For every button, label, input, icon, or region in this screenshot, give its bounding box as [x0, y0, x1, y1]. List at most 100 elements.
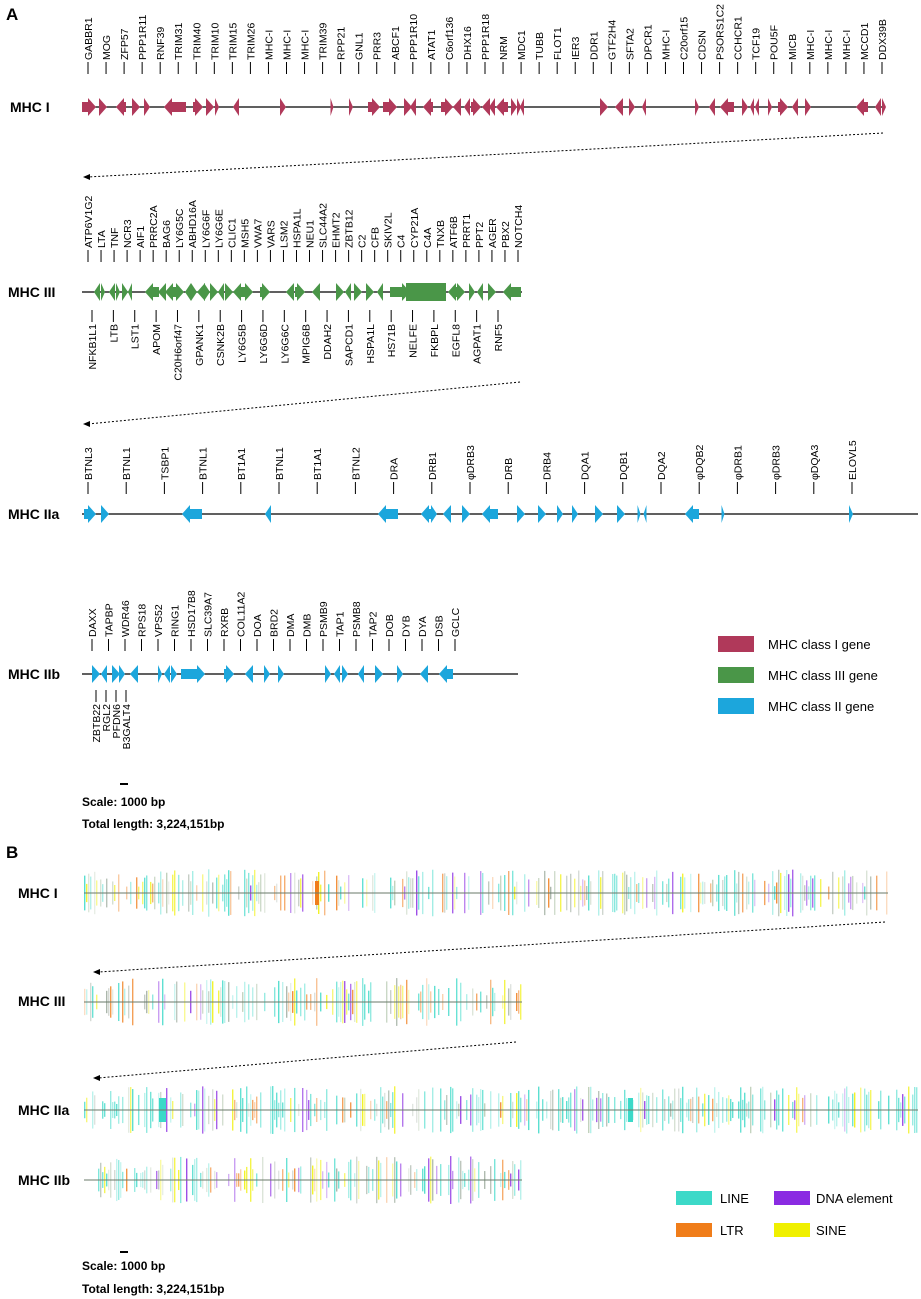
- gene-glyph: [122, 283, 128, 301]
- gene-glyph: [165, 283, 179, 301]
- gene-glyph: [116, 98, 126, 116]
- gene-label: CFB: [370, 227, 382, 248]
- gene-label: COL11A2: [236, 592, 248, 637]
- gene-label: AGER: [487, 218, 499, 248]
- gene-glyph: [455, 283, 465, 301]
- gene-glyph: [82, 98, 96, 116]
- gene-label: TSBP1: [159, 447, 171, 480]
- gene-glyph: [511, 98, 517, 116]
- gene-glyph: [778, 98, 788, 116]
- repeat-track-label: MHC I: [18, 885, 58, 901]
- gene-label: C2: [357, 234, 369, 248]
- gene-label: CYP21A: [409, 208, 421, 248]
- gene-glyph: [132, 98, 140, 116]
- gene-label: DRB4: [541, 452, 553, 480]
- gene-label: φDQA3: [809, 444, 821, 480]
- gene-glyph: [517, 505, 525, 523]
- gene-glyph: [101, 283, 105, 301]
- gene-label: MHC-I: [282, 30, 294, 60]
- gene-label: MHC-I: [841, 30, 853, 60]
- legend-label: LTR: [720, 1223, 744, 1238]
- gene-label: LY6G6C: [279, 324, 291, 364]
- gene-glyph: [477, 283, 483, 301]
- gene-label: PRRC2A: [148, 205, 160, 248]
- repeat-track-mhc-i: MHC I: [18, 869, 888, 917]
- gene-glyph: [557, 505, 563, 523]
- gene-label: BAG6: [161, 220, 173, 248]
- gene-label: C4: [396, 234, 408, 248]
- gene-glyph: [489, 98, 495, 116]
- gene-glyph: [431, 505, 437, 523]
- gene-label: BTNL3: [83, 447, 95, 480]
- gene-glyph: [453, 98, 461, 116]
- legend-label: LINE: [720, 1191, 749, 1206]
- gene-label: DRB: [503, 458, 515, 480]
- gene-label: TRIM10: [209, 23, 221, 61]
- gene-label: MDC1: [516, 30, 528, 60]
- gene-label: GNL1: [354, 32, 366, 60]
- gene-label: ZFP57: [119, 28, 131, 60]
- gene-label: NRM: [498, 36, 510, 60]
- gene-label: DPCR1: [642, 24, 654, 60]
- gene-label: DQB1: [618, 451, 630, 480]
- gene-glyph: [233, 98, 239, 116]
- repeat-track-label: MHC IIb: [18, 1172, 70, 1188]
- gene-glyph: [358, 665, 364, 683]
- gene-glyph: [448, 283, 456, 301]
- gene-label: C6orf136: [444, 17, 456, 60]
- gene-glyph: [101, 665, 107, 683]
- track-mhc-iib: MHC IIb DAXX TAPBP WDR46 RPS18 VPS52 RING1 HSD…: [8, 590, 518, 749]
- gene-label: RPS18: [137, 604, 149, 637]
- gene-glyph: [243, 283, 253, 301]
- gene-label: PRR3: [372, 32, 384, 60]
- legend-b: LINE DNA element LTR SINE: [676, 1191, 893, 1238]
- gene-label: ZBTB22: [91, 704, 103, 743]
- panel-a-label: A: [6, 5, 18, 24]
- gene-label: DRB1: [427, 452, 439, 480]
- gene-label: AGPAT1: [472, 324, 484, 364]
- gene-label: EGFL8: [450, 324, 462, 357]
- gene-label: MSH5: [239, 219, 251, 248]
- gene-glyph: [768, 98, 772, 116]
- gene-label: TUBB: [534, 32, 546, 60]
- gene-label: DDAH2: [322, 324, 334, 360]
- gene-label: MHC-I: [300, 30, 312, 60]
- gene-label: FLOT1: [552, 27, 564, 60]
- gene-label: φDRB3: [465, 445, 477, 480]
- gene-label: DYA: [417, 616, 429, 637]
- gene-label: DRA: [389, 458, 401, 480]
- gene-label: SKIV2L: [383, 212, 395, 248]
- gene-glyph: [349, 98, 353, 116]
- gene-glyph: [286, 283, 294, 301]
- legend-label: MHC class II gene: [768, 699, 874, 714]
- gene-glyph: [99, 98, 107, 116]
- total-length-b: Total length: 3,224,151bp: [82, 1282, 224, 1296]
- gene-glyph: [406, 283, 446, 301]
- gene-glyph: [538, 505, 546, 523]
- legend-label: MHC class III gene: [768, 668, 878, 683]
- legend-swatch-sine: [774, 1223, 810, 1237]
- gene-glyph: [366, 283, 374, 301]
- gene-label: TCF19: [751, 28, 763, 60]
- gene-glyph: [334, 665, 340, 683]
- gene-label: BTNL1: [274, 447, 286, 480]
- gene-glyph: [404, 98, 412, 116]
- gene-glyph: [325, 665, 331, 683]
- gene-glyph: [390, 283, 410, 301]
- gene-glyph: [805, 98, 811, 116]
- gene-label: GTF2H4: [606, 20, 618, 60]
- legend-label: DNA element: [816, 1191, 893, 1206]
- gene-glyph: [397, 665, 403, 683]
- gene-label: BT1A1: [312, 448, 324, 480]
- gene-label: DHX16: [462, 26, 474, 60]
- gene-glyph: [164, 98, 186, 116]
- gene-label: NFKB1L1: [87, 324, 99, 370]
- gene-label: MHC-I: [263, 30, 275, 60]
- gene-label: NOTCH4: [513, 205, 525, 248]
- gene-label: BT1A1: [236, 448, 248, 480]
- gene-glyph: [849, 505, 853, 523]
- gene-label: BTNL2: [350, 447, 362, 480]
- gene-glyph: [695, 98, 699, 116]
- gene-label: GABBR1: [83, 17, 95, 60]
